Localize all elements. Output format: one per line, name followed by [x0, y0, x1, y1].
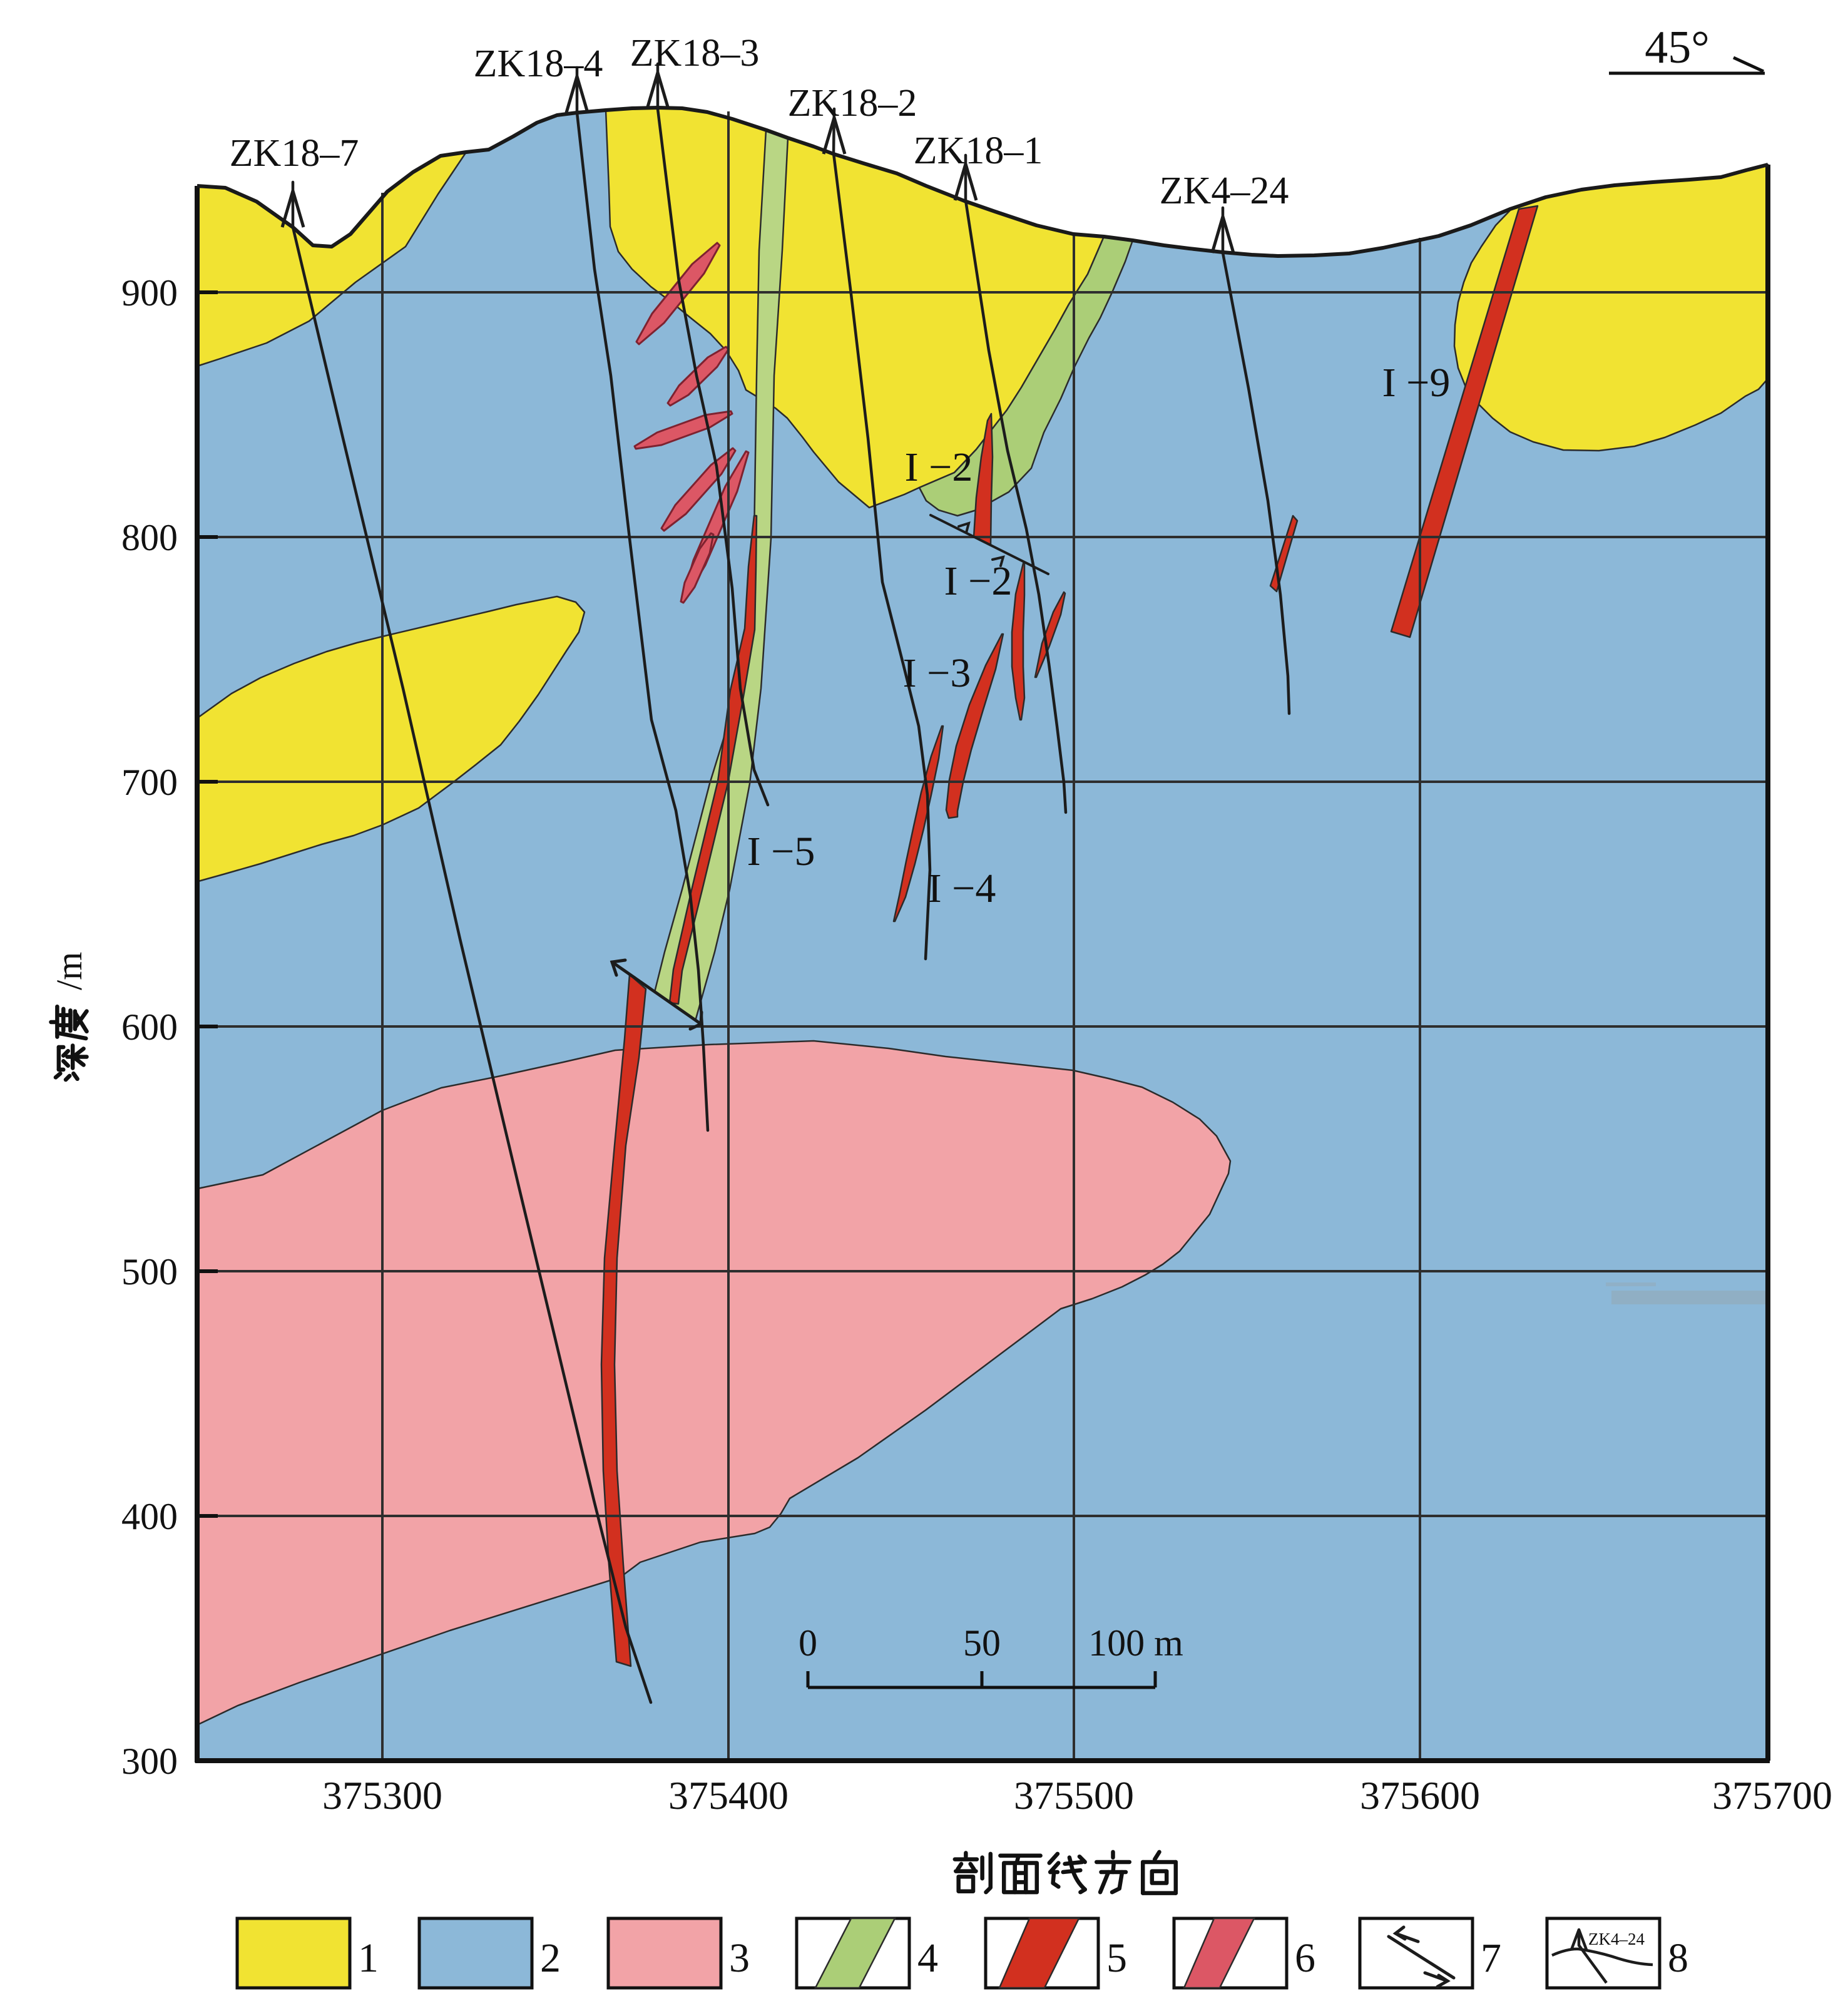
svg-text:0: 0 [799, 1622, 817, 1664]
svg-text:4: 4 [917, 1935, 938, 1981]
svg-text:375600: 375600 [1360, 1773, 1480, 1818]
svg-text:6: 6 [1295, 1935, 1315, 1981]
svg-text:3: 3 [729, 1935, 750, 1981]
svg-text:375300: 375300 [322, 1773, 442, 1818]
svg-text:I −2: I −2 [905, 444, 973, 490]
svg-text:900: 900 [121, 272, 178, 314]
svg-text:600: 600 [121, 1006, 178, 1048]
svg-text:5: 5 [1106, 1935, 1127, 1981]
svg-text:375400: 375400 [668, 1773, 789, 1818]
svg-text:ZK4–24: ZK4–24 [1160, 170, 1289, 212]
svg-text:I −3: I −3 [903, 650, 971, 696]
svg-text:ZK18–2: ZK18–2 [788, 82, 917, 125]
svg-text:8: 8 [1668, 1935, 1688, 1981]
svg-text:50: 50 [963, 1622, 1001, 1664]
svg-text:45°: 45° [1645, 22, 1710, 73]
svg-text:ZK4–24: ZK4–24 [1588, 1930, 1645, 1948]
svg-text:100 m: 100 m [1088, 1622, 1183, 1664]
svg-text:400: 400 [121, 1496, 178, 1537]
svg-text:ZK18–4: ZK18–4 [474, 43, 603, 85]
svg-text:300: 300 [121, 1741, 178, 1782]
svg-text:375500: 375500 [1014, 1773, 1134, 1818]
svg-text:I −4: I −4 [928, 866, 996, 911]
svg-text:ZK18–7: ZK18–7 [230, 132, 359, 175]
svg-text:500: 500 [121, 1251, 178, 1292]
svg-text:375700: 375700 [1712, 1773, 1832, 1818]
svg-text:7: 7 [1481, 1935, 1501, 1981]
svg-text:2: 2 [540, 1935, 561, 1981]
svg-text:I −2: I −2 [944, 558, 1013, 604]
svg-text:I −9: I −9 [1382, 360, 1451, 406]
svg-text:1: 1 [358, 1935, 379, 1981]
svg-text:ZK18–3: ZK18–3 [630, 32, 760, 74]
svg-text:800: 800 [121, 517, 178, 558]
svg-text:/m: /m [49, 952, 89, 990]
svg-text:I −5: I −5 [747, 829, 815, 874]
svg-text:ZK18–1: ZK18–1 [914, 130, 1043, 172]
svg-text:700: 700 [121, 762, 178, 803]
